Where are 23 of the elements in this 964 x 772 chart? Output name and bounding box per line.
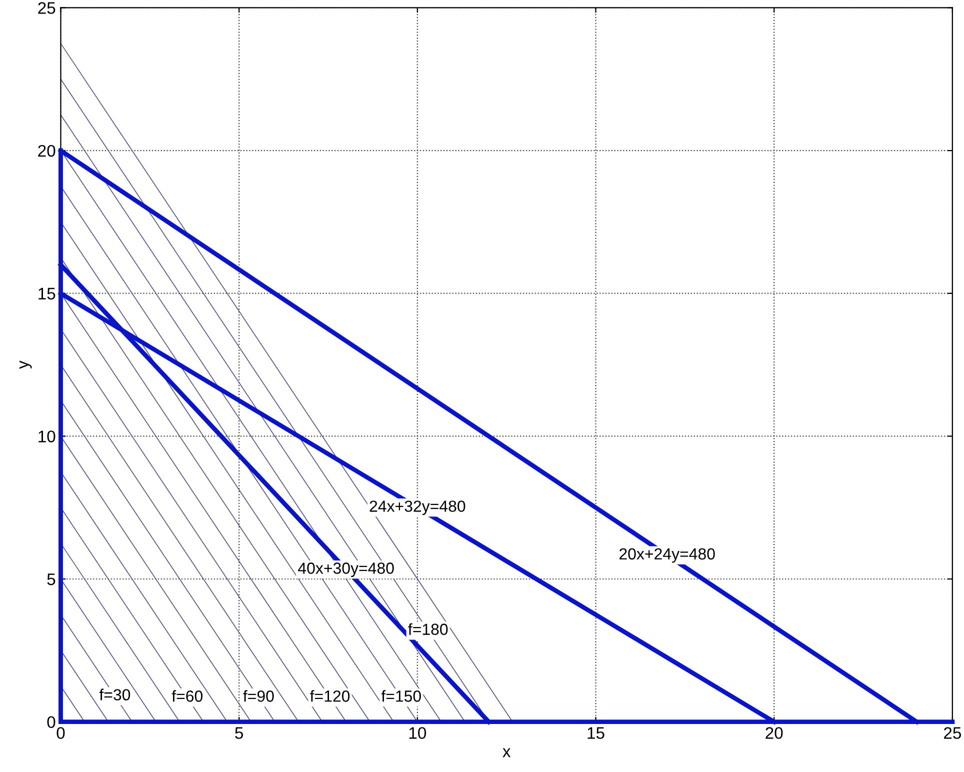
x-tick-label: 10 <box>409 727 426 739</box>
annotation: f=60 <box>172 690 202 702</box>
y-tick-label: 20 <box>38 144 56 157</box>
annotation: 20x+24y=480 <box>619 548 715 563</box>
annotation: 24x+32y=480 <box>370 500 466 516</box>
x-tick-label: 20 <box>766 727 783 739</box>
annotation: f=90 <box>243 690 274 702</box>
annotation: 40x+30y=480 <box>298 562 394 578</box>
annotation: f=180 <box>408 623 448 635</box>
y-tick-label: 10 <box>38 430 56 442</box>
y-tick-label: 25 <box>38 2 56 14</box>
y-axis-title: y <box>20 360 32 369</box>
annotation: f=150 <box>381 690 421 702</box>
y-tick-label: 15 <box>38 288 56 300</box>
x-tick-label: 25 <box>944 727 962 739</box>
annotation: f=120 <box>310 690 350 702</box>
y-tick-label: 5 <box>47 574 56 586</box>
x-tick-label: 5 <box>235 727 244 739</box>
x-tick-label: 15 <box>588 727 604 739</box>
x-tick-label: 0 <box>56 727 65 739</box>
y-tick-label: 0 <box>47 716 56 728</box>
x-axis-title: x <box>502 748 511 758</box>
annotation: f=30 <box>99 688 130 700</box>
